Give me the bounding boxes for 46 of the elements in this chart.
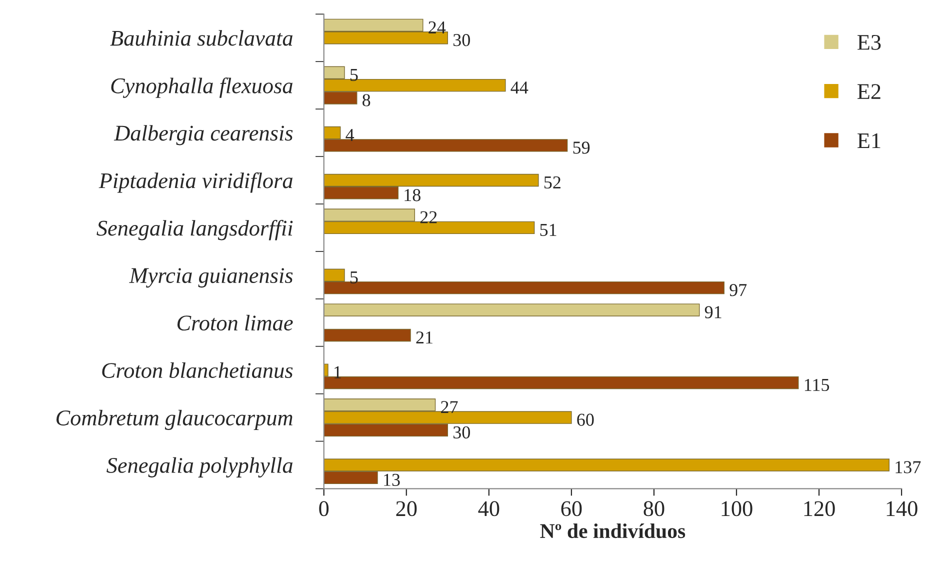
data-label: 44 — [510, 82, 528, 94]
data-label: 30 — [453, 34, 470, 46]
data-label: 4 — [346, 129, 354, 141]
x-tick-label: 60 — [561, 501, 582, 516]
y-tick-label: Cynophalla flexuosa — [111, 77, 292, 98]
data-label: 60 — [577, 414, 594, 426]
legend-label: E3 — [858, 34, 881, 50]
data-label: 24 — [428, 21, 446, 34]
x-tick-label: 0 — [319, 501, 329, 516]
data-label: 52 — [544, 176, 560, 189]
y-tick-label: Dalbergia cearensis — [114, 125, 293, 146]
data-label: 5 — [350, 68, 358, 81]
x-tick-label: 140 — [886, 501, 918, 516]
legend-label: E1 — [858, 133, 880, 148]
y-tick-label: Senegalia langsdorffii — [96, 220, 293, 240]
data-label: 13 — [384, 474, 400, 486]
data-label: 8 — [362, 94, 370, 106]
data-label: 22 — [420, 211, 437, 224]
data-label: 137 — [896, 461, 921, 474]
y-tick-label: Combretum glaucocarpum — [56, 410, 292, 430]
data-label: 91 — [704, 306, 722, 318]
data-label: 21 — [416, 331, 432, 344]
data-label: 97 — [730, 284, 747, 296]
y-tick-label: Piptadenia viridiflora — [98, 172, 292, 193]
data-label: 1 — [334, 366, 341, 378]
data-label: 27 — [441, 401, 458, 414]
y-tick-label: Bauhinia subclavata — [110, 30, 292, 46]
x-axis-title: Nº de indivíduos — [540, 523, 686, 538]
x-tick-label: 120 — [804, 501, 835, 516]
bar — [324, 304, 700, 316]
y-tick-label: Croton limae — [177, 314, 293, 331]
x-tick-label: 100 — [722, 501, 752, 516]
bar — [324, 328, 411, 342]
x-tick-label: 80 — [644, 501, 664, 516]
data-label: 5 — [350, 271, 358, 284]
x-tick-label: 40 — [478, 501, 500, 516]
x-tick-label: 20 — [396, 501, 417, 516]
legend-label: E2 — [858, 84, 880, 99]
data-label: 59 — [573, 142, 590, 154]
data-label: 115 — [804, 378, 830, 392]
y-tick-label: Senegalia polyphylla — [106, 457, 292, 478]
data-label: 51 — [540, 224, 556, 236]
data-label: 18 — [404, 189, 420, 202]
data-label: 30 — [453, 426, 470, 439]
y-tick-label: Croton blanchetianus — [102, 362, 293, 378]
y-tick-label: Myrcia guianensis — [129, 268, 293, 288]
